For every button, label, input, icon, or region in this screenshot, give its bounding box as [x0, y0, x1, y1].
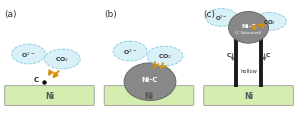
- Text: C: C: [266, 52, 271, 57]
- Text: C: C: [34, 76, 39, 82]
- Text: CO$_2$: CO$_2$: [158, 52, 172, 61]
- Ellipse shape: [147, 47, 183, 66]
- Ellipse shape: [113, 42, 147, 61]
- Text: (b): (b): [104, 9, 117, 18]
- Text: O$^{2-}$: O$^{2-}$: [215, 14, 228, 23]
- Ellipse shape: [44, 50, 80, 69]
- FancyBboxPatch shape: [5, 86, 94, 105]
- Text: CO$_2$: CO$_2$: [55, 55, 70, 64]
- FancyBboxPatch shape: [104, 86, 194, 105]
- Text: (a): (a): [5, 9, 17, 18]
- Text: Ni: Ni: [144, 91, 154, 100]
- Text: (c): (c): [204, 9, 216, 18]
- Text: Ni-C: Ni-C: [142, 76, 158, 82]
- Text: Ni: Ni: [45, 91, 54, 100]
- Ellipse shape: [206, 9, 238, 27]
- Ellipse shape: [124, 63, 176, 101]
- Ellipse shape: [12, 45, 46, 64]
- Text: C: C: [226, 52, 231, 57]
- Text: CO$_2$: CO$_2$: [263, 18, 276, 27]
- Ellipse shape: [253, 13, 286, 31]
- Ellipse shape: [229, 12, 268, 44]
- Text: hollow: hollow: [240, 69, 257, 74]
- Text: O$^{2-}$: O$^{2-}$: [21, 50, 36, 59]
- Text: Ni-C: Ni-C: [241, 24, 256, 29]
- Text: (C Saturated): (C Saturated): [236, 31, 262, 35]
- Text: O$^{2-}$: O$^{2-}$: [123, 47, 137, 56]
- Text: Ni: Ni: [244, 91, 253, 100]
- FancyBboxPatch shape: [204, 86, 293, 105]
